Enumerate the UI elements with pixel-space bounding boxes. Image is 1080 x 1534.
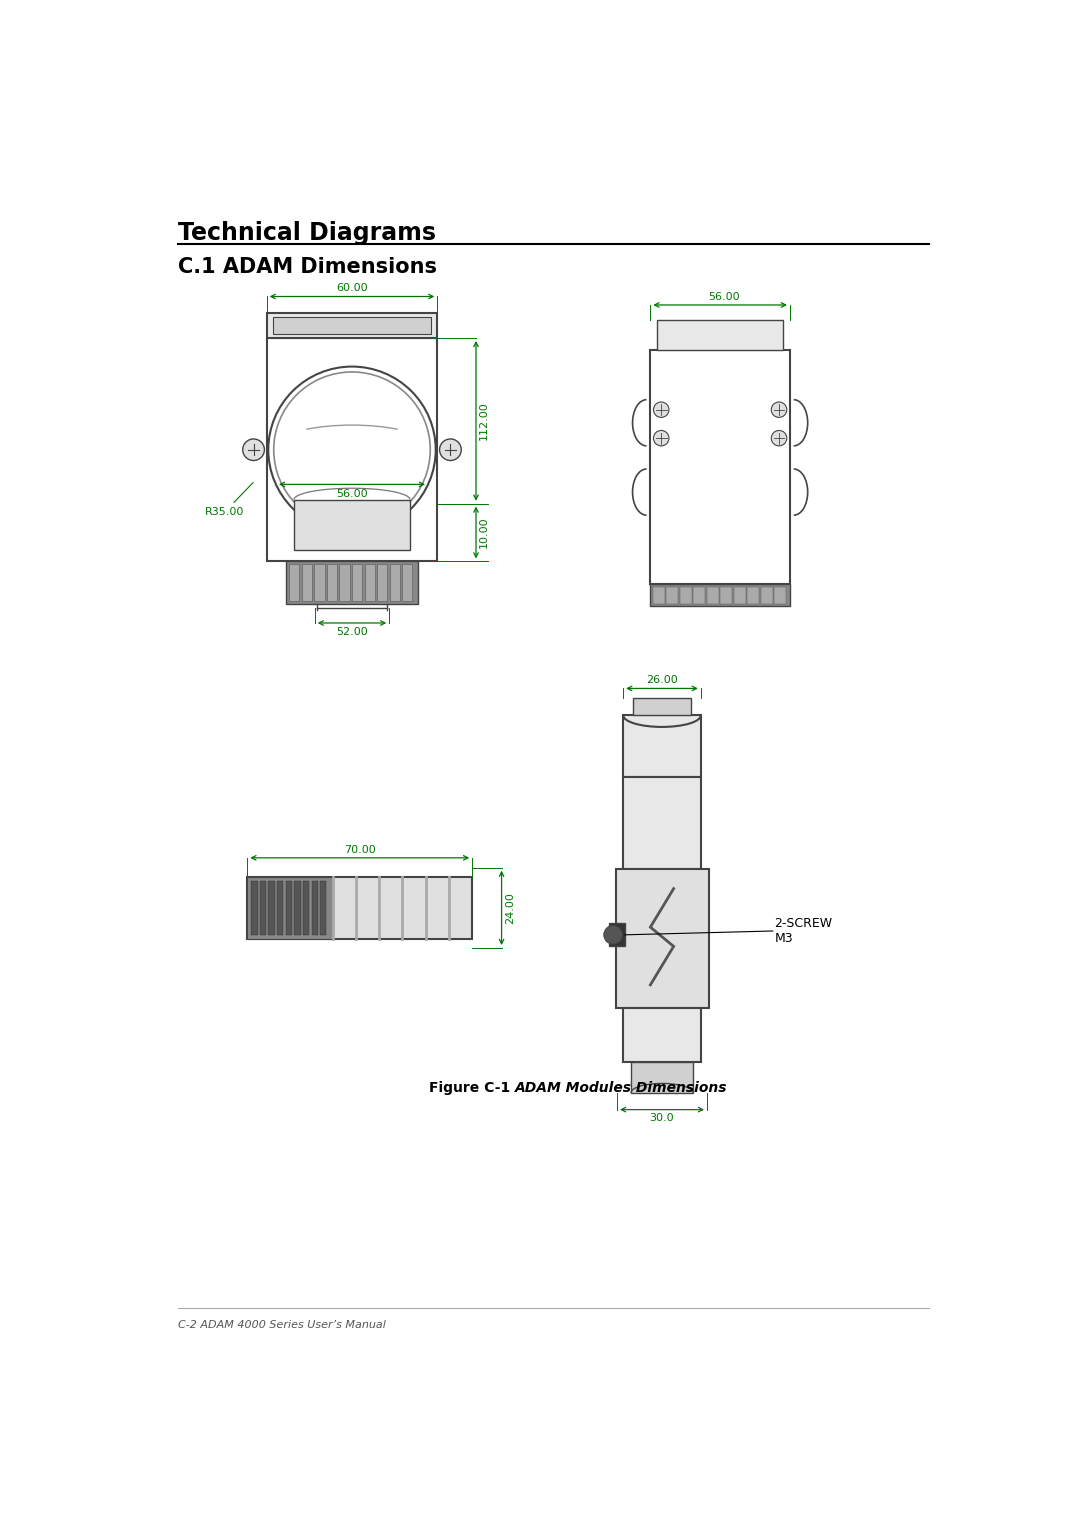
Bar bbox=[623, 1008, 701, 1062]
Bar bbox=[295, 881, 300, 934]
Circle shape bbox=[653, 402, 669, 417]
Bar bbox=[774, 588, 786, 604]
Text: 24.00: 24.00 bbox=[504, 891, 515, 923]
Bar bbox=[733, 588, 745, 604]
Circle shape bbox=[440, 439, 461, 460]
Text: ADAM Modules Dimensions: ADAM Modules Dimensions bbox=[515, 1081, 727, 1095]
Text: 60.00: 60.00 bbox=[336, 284, 368, 293]
Text: Figure C-1: Figure C-1 bbox=[429, 1081, 515, 1095]
Bar bbox=[652, 588, 664, 604]
Bar bbox=[278, 881, 283, 934]
Text: 26.00: 26.00 bbox=[646, 675, 678, 686]
Bar bbox=[693, 588, 705, 604]
Bar bbox=[311, 881, 318, 934]
Bar bbox=[247, 877, 472, 939]
Bar bbox=[267, 313, 437, 337]
Text: 112.00: 112.00 bbox=[480, 402, 489, 440]
Text: 10.00: 10.00 bbox=[480, 517, 489, 548]
Bar bbox=[252, 881, 257, 934]
Bar bbox=[289, 563, 299, 601]
Bar bbox=[747, 588, 759, 604]
Text: 70.00: 70.00 bbox=[343, 845, 376, 854]
Circle shape bbox=[243, 439, 265, 460]
Bar bbox=[706, 588, 718, 604]
Bar bbox=[339, 563, 350, 601]
Bar bbox=[327, 563, 337, 601]
Bar bbox=[286, 561, 418, 604]
Circle shape bbox=[653, 431, 669, 446]
Bar bbox=[320, 881, 326, 934]
Bar bbox=[679, 588, 691, 604]
Bar bbox=[294, 500, 410, 549]
Text: 56.00: 56.00 bbox=[708, 291, 740, 302]
Bar bbox=[631, 1062, 693, 1092]
Bar bbox=[616, 870, 708, 1008]
Bar bbox=[658, 321, 783, 350]
Bar bbox=[365, 563, 375, 601]
Bar bbox=[666, 588, 678, 604]
Bar bbox=[720, 588, 732, 604]
Text: C.1 ADAM Dimensions: C.1 ADAM Dimensions bbox=[177, 258, 436, 278]
Circle shape bbox=[771, 402, 786, 417]
Bar bbox=[314, 563, 325, 601]
Bar bbox=[623, 715, 701, 778]
Bar bbox=[247, 877, 333, 939]
Bar bbox=[650, 584, 789, 606]
Bar bbox=[260, 881, 266, 934]
Bar bbox=[377, 563, 388, 601]
Text: 30.0: 30.0 bbox=[650, 1114, 674, 1123]
Text: 52.00: 52.00 bbox=[336, 627, 368, 637]
Bar bbox=[273, 318, 431, 334]
Bar bbox=[633, 698, 691, 715]
Bar bbox=[267, 337, 437, 561]
Bar bbox=[286, 881, 292, 934]
Bar bbox=[650, 350, 789, 584]
Bar bbox=[623, 778, 701, 870]
Bar bbox=[402, 563, 413, 601]
Bar bbox=[390, 563, 400, 601]
Bar bbox=[760, 588, 772, 604]
Text: 2-SCREW
M3: 2-SCREW M3 bbox=[774, 917, 833, 945]
Text: C-2 ADAM 4000 Series User’s Manual: C-2 ADAM 4000 Series User’s Manual bbox=[177, 1319, 386, 1330]
Circle shape bbox=[771, 431, 786, 446]
Bar bbox=[352, 563, 362, 601]
Text: 56.00: 56.00 bbox=[336, 489, 368, 499]
Text: R35.00: R35.00 bbox=[205, 483, 253, 517]
Bar bbox=[302, 881, 309, 934]
Bar bbox=[301, 563, 312, 601]
Text: Technical Diagrams: Technical Diagrams bbox=[177, 221, 435, 245]
Circle shape bbox=[604, 925, 622, 943]
Bar bbox=[609, 923, 625, 946]
Bar bbox=[269, 881, 274, 934]
